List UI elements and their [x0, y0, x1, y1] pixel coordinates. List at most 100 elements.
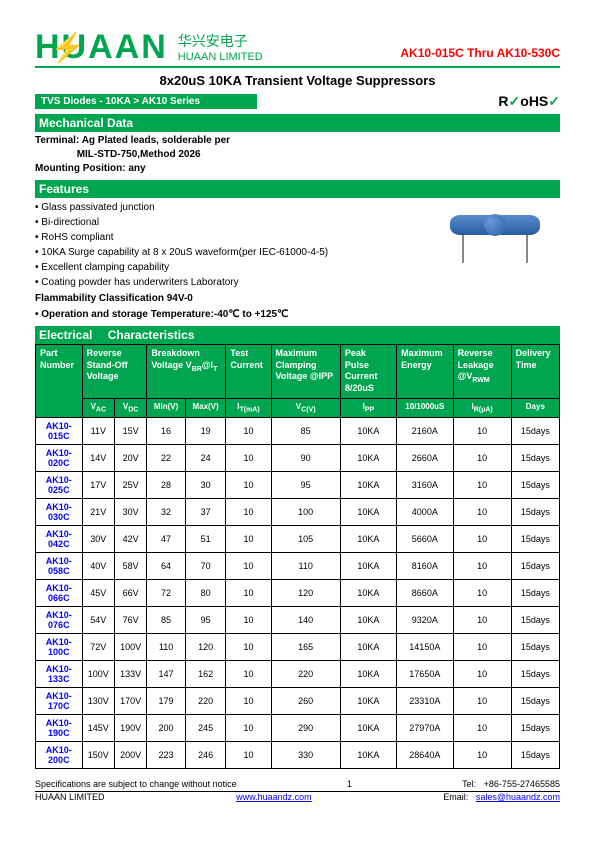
cell: 10 — [226, 634, 271, 661]
cell: 179 — [147, 688, 185, 715]
cell: 17650A — [397, 661, 453, 688]
cell: 15days — [511, 688, 559, 715]
part-number-link[interactable]: AK10-025C — [46, 475, 72, 495]
cell: 150V — [82, 742, 114, 769]
email-link[interactable]: sales@huaandz.com — [476, 792, 560, 802]
sh: VC(V) — [271, 398, 340, 418]
cell: 15days — [511, 418, 559, 445]
part-number-cell: AK10-190C — [36, 715, 83, 742]
cell: 15days — [511, 472, 559, 499]
spec-note: Specifications are subject to change wit… — [35, 779, 237, 789]
th-energy: Maximum Energy — [397, 345, 453, 399]
cell: 42V — [114, 526, 146, 553]
cell: 10 — [226, 472, 271, 499]
cell: 30 — [185, 472, 226, 499]
component-lead — [526, 233, 528, 263]
website-link[interactable]: www.huaandz.com — [236, 792, 312, 802]
section-electrical: Electrical Characteristics — [35, 326, 560, 344]
cell: 165 — [271, 634, 340, 661]
page-title: 8x20uS 10KA Transient Voltage Suppressor… — [35, 73, 560, 88]
part-number-cell: AK10-025C — [36, 472, 83, 499]
cell: 15days — [511, 607, 559, 634]
tel-label: Tel: — [462, 779, 476, 789]
product-range: AK10-015C Thru AK10-530C — [400, 46, 560, 60]
mechanical-text: Terminal: Ag Plated leads, solderable pe… — [35, 134, 560, 176]
footer: Specifications are subject to change wit… — [35, 779, 560, 802]
cell: 10 — [453, 661, 511, 688]
cell: 20V — [114, 445, 146, 472]
cell: 120 — [185, 634, 226, 661]
terminal-label: Terminal: — [35, 135, 82, 146]
part-number-link[interactable]: AK10-015C — [46, 421, 72, 441]
cell: 10KA — [340, 742, 396, 769]
cell: 10 — [226, 688, 271, 715]
table-subheader-row: VAC VDC Min(V) Max(V) IT(mA) VC(V) IPP 1… — [36, 398, 560, 418]
breadcrumb-row: TVS Diodes - 10KA > AK10 Series R✓oHS✓ — [35, 93, 560, 110]
cell: 100 — [271, 499, 340, 526]
cell: 30V — [114, 499, 146, 526]
cell: 28640A — [397, 742, 453, 769]
electrical-title1: Electrical — [39, 328, 92, 342]
cell: 245 — [185, 715, 226, 742]
logo-main: ⚡ HUAAN — [35, 30, 168, 64]
cell: 70 — [185, 553, 226, 580]
cell: 10KA — [340, 499, 396, 526]
cell: 85 — [271, 418, 340, 445]
cell: 10 — [453, 634, 511, 661]
data-table: Part Number Reverse Stand-Off Voltage Br… — [35, 344, 560, 769]
part-number-link[interactable]: AK10-200C — [46, 745, 72, 765]
part-number-link[interactable]: AK10-133C — [46, 664, 72, 684]
cell: 15days — [511, 634, 559, 661]
part-number-link[interactable]: AK10-170C — [46, 691, 72, 711]
th-test: Test Current — [226, 345, 271, 399]
cell: 15days — [511, 715, 559, 742]
cell: 15days — [511, 445, 559, 472]
cell: 76V — [114, 607, 146, 634]
cell: 72 — [147, 580, 185, 607]
table-row: AK10-100C 72V 100V 110 120 10 165 10KA 1… — [36, 634, 560, 661]
cell: 40V — [82, 553, 114, 580]
cell: 3160A — [397, 472, 453, 499]
cell: 10 — [453, 580, 511, 607]
mounting-label: Mounting Position: — [35, 163, 128, 174]
table-row: AK10-076C 54V 76V 85 95 10 140 10KA 9320… — [36, 607, 560, 634]
part-number-link[interactable]: AK10-020C — [46, 448, 72, 468]
part-number-link[interactable]: AK10-100C — [46, 637, 72, 657]
section-mechanical: Mechanical Data — [35, 114, 560, 132]
part-number-link[interactable]: AK10-076C — [46, 610, 72, 630]
part-number-cell: AK10-133C — [36, 661, 83, 688]
part-number-link[interactable]: AK10-066C — [46, 583, 72, 603]
cell: 5660A — [397, 526, 453, 553]
cell: 10 — [453, 472, 511, 499]
rohs-badge: R✓oHS✓ — [498, 93, 560, 110]
cell: 10 — [453, 526, 511, 553]
cell: 10 — [226, 580, 271, 607]
cell: 10KA — [340, 688, 396, 715]
part-number-link[interactable]: AK10-058C — [46, 556, 72, 576]
cell: 10KA — [340, 715, 396, 742]
rohs-o: o — [520, 93, 529, 109]
cell: 10 — [453, 418, 511, 445]
part-number-link[interactable]: AK10-030C — [46, 502, 72, 522]
th-delivery: Delivery Time — [511, 345, 559, 399]
part-number-link[interactable]: AK10-042C — [46, 529, 72, 549]
page-number: 1 — [347, 779, 352, 789]
th-leakage: Reverse Leakage @VRWM — [453, 345, 511, 399]
cell: 10KA — [340, 526, 396, 553]
cell: 9320A — [397, 607, 453, 634]
cell: 10KA — [340, 472, 396, 499]
th-breakdown: Breakdown Voltage VBR@IT — [147, 345, 226, 399]
table-row: AK10-190C 145V 190V 200 245 10 290 10KA … — [36, 715, 560, 742]
lightning-icon: ⚡ — [50, 34, 87, 62]
rohs-r: R — [498, 93, 508, 109]
cell: 110 — [271, 553, 340, 580]
cell: 290 — [271, 715, 340, 742]
cell: 147 — [147, 661, 185, 688]
cell: 10 — [226, 715, 271, 742]
cell: 30V — [82, 526, 114, 553]
part-number-cell: AK10-066C — [36, 580, 83, 607]
part-number-link[interactable]: AK10-190C — [46, 718, 72, 738]
th-clamp: Maximum Clamping Voltage @IPP — [271, 345, 340, 399]
cell: 130V — [82, 688, 114, 715]
cell: 10 — [226, 742, 271, 769]
